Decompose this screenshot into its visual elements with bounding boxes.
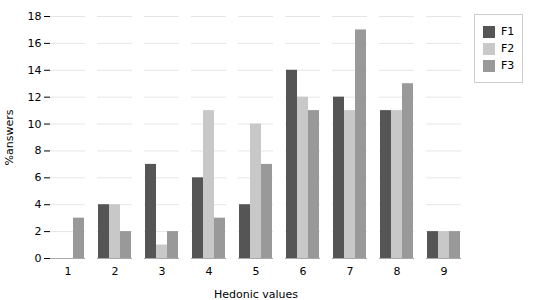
svg-text:6: 6 — [300, 265, 307, 278]
html-text:F3: F3 — [501, 59, 515, 72]
svg-text:5: 5 — [253, 265, 260, 278]
svg-text:2: 2 — [112, 265, 119, 278]
svg-text:9: 9 — [441, 265, 448, 278]
svg-text:6: 6 — [35, 171, 42, 184]
svg-text:18: 18 — [28, 10, 42, 23]
svg-text:3: 3 — [159, 265, 166, 278]
svg-text:8: 8 — [35, 144, 42, 157]
html-text:F2: F2 — [501, 42, 515, 55]
svg-text:14: 14 — [28, 64, 42, 77]
svg-text:Hedonic values: Hedonic values — [214, 288, 298, 300]
svg-text:0: 0 — [35, 252, 42, 265]
svg-text:7: 7 — [347, 265, 354, 278]
svg-text:16: 16 — [28, 37, 42, 50]
svg-text:8: 8 — [394, 265, 401, 278]
svg-text:10: 10 — [28, 118, 42, 131]
svg-text:4: 4 — [206, 265, 213, 278]
svg-text:%answers: %answers — [3, 109, 16, 165]
svg-text:2: 2 — [35, 225, 42, 238]
svg-text:12: 12 — [28, 91, 42, 104]
svg-text:1: 1 — [65, 265, 72, 278]
html-text:F1: F1 — [501, 25, 515, 38]
svg-text:4: 4 — [35, 198, 42, 211]
